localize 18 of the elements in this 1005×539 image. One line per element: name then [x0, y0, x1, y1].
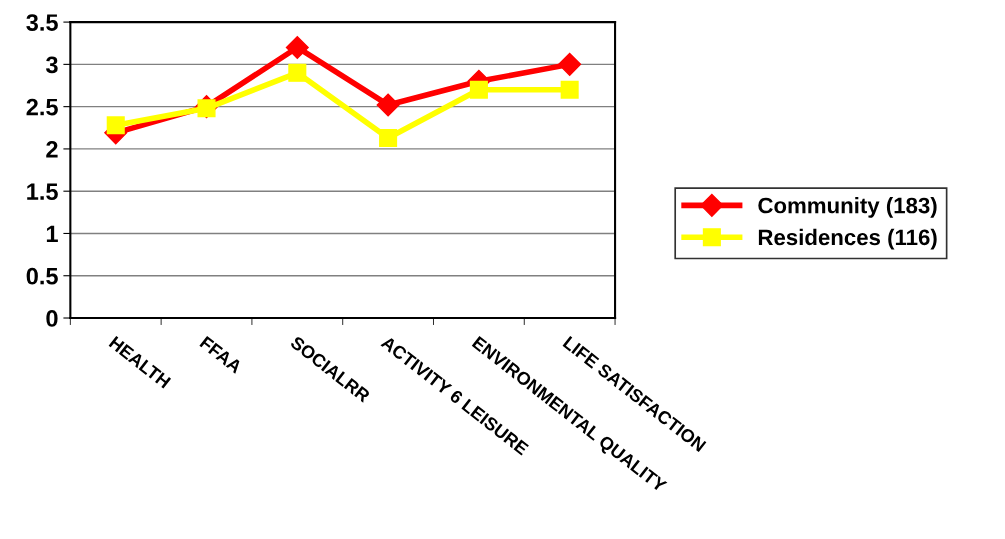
legend-label: Community (183): [758, 197, 937, 218]
y-tick-label: 3: [45, 56, 58, 74]
y-tick-label: 2: [46, 140, 58, 158]
y-tick-label: 1: [46, 225, 58, 243]
y-tick-label: 3.5: [26, 14, 58, 31]
point: [469, 80, 488, 99]
point: [285, 35, 309, 59]
point: [560, 80, 579, 99]
point: [376, 93, 400, 117]
y-tick-label: 1.5: [27, 183, 58, 200]
point: [288, 63, 307, 82]
y-tick-label: 0.5: [26, 267, 58, 285]
point: [379, 128, 398, 147]
y-tick-label: 2.5: [26, 98, 58, 116]
y-tick-label: 0: [46, 310, 58, 327]
point: [558, 52, 582, 76]
point: [106, 116, 125, 135]
legend-label: Residences (116): [758, 228, 937, 250]
